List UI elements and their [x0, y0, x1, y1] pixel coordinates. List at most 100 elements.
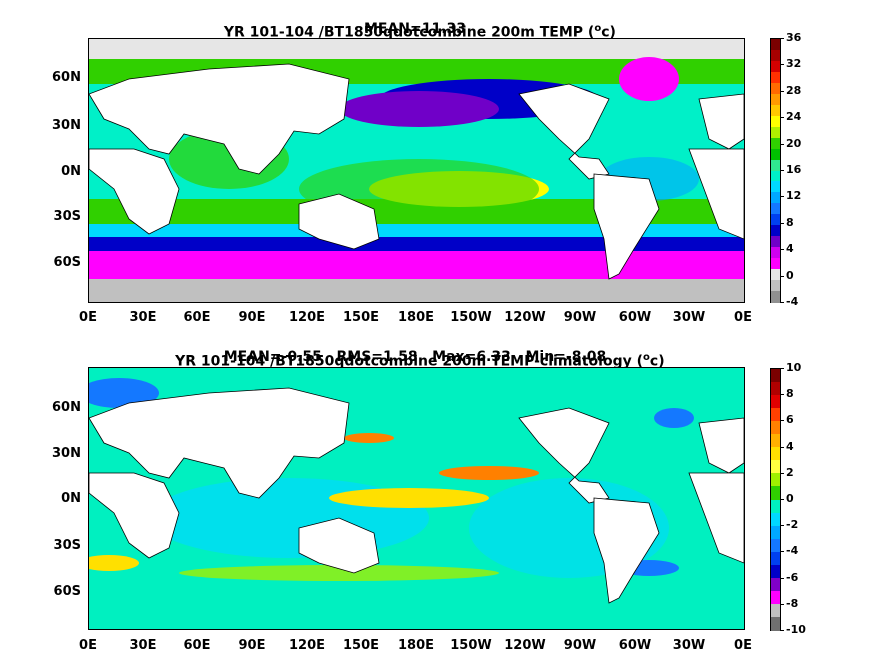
bottom-title-degree: o	[643, 352, 650, 363]
top-lon-label: 90E	[238, 310, 266, 325]
bottom-colorbar-label: -10	[786, 623, 806, 636]
bottom-colorbar-label: 2	[786, 465, 794, 479]
top-colorbar-tick	[780, 90, 784, 92]
top-map	[88, 38, 745, 303]
bottom-lon-label: 0E	[79, 638, 97, 653]
bottom-colorbar-label: -8	[786, 596, 799, 610]
bottom-colorbar-segment	[771, 460, 780, 474]
bottom-colorbar-tick	[780, 420, 784, 422]
top-colorbar-segment	[771, 39, 780, 51]
top-colorbar-segment	[771, 170, 780, 183]
top-colorbar-segment	[771, 148, 780, 161]
bottom-lon-label: 60E	[183, 638, 211, 653]
top-colorbar-label: 28	[786, 83, 802, 97]
top-colorbar-segment	[771, 71, 780, 84]
bottom-colorbar-segment	[771, 577, 780, 592]
top-colorbar-label: 32	[786, 57, 802, 71]
top-colorbar-segment	[771, 137, 780, 150]
top-lon-label: 0E	[79, 310, 97, 325]
top-colorbar-tick	[780, 38, 784, 39]
bottom-colorbar-segment	[771, 590, 780, 605]
top-colorbar-segment	[771, 60, 780, 73]
bottom-colorbar-segment	[771, 486, 780, 501]
bottom-lon-label: 150W	[450, 638, 492, 653]
top-map-title: YR 101-104 /BT1850qdotcombine 200m TEMP …	[0, 3, 830, 42]
top-colorbar-label: 4	[786, 242, 794, 256]
bottom-colorbar-label: 6	[786, 413, 794, 427]
top-map-stats: MEAN=11.33	[363, 21, 467, 37]
bottom-colorbar-segment	[771, 447, 780, 461]
bottom-colorbar-tick	[780, 394, 784, 396]
top-colorbar-segment	[771, 269, 780, 281]
bottom-lon-label: 90W	[563, 638, 597, 653]
bottom-colorbar-segment	[771, 382, 780, 396]
bottom-colorbar-segment	[771, 551, 780, 566]
top-colorbar-segment	[771, 291, 780, 303]
top-colorbar-segment	[771, 225, 780, 237]
top-colorbar-tick	[780, 222, 784, 224]
top-colorbar-segment	[771, 82, 780, 95]
top-colorbar-segment	[771, 159, 780, 172]
bottom-colorbar-segment	[771, 499, 780, 514]
bottom-colorbar-label: 8	[786, 387, 794, 401]
bottom-lon-label: 120E	[288, 638, 326, 653]
top-colorbar-segment	[771, 93, 780, 106]
top-colorbar-tick	[780, 64, 784, 66]
top-colorbar-label: -4	[786, 295, 799, 308]
top-title-degree: o	[594, 23, 602, 34]
top-lon-label: 150W	[450, 310, 492, 325]
top-lon-label: 0E	[734, 310, 752, 325]
bottom-colorbar-segment	[771, 434, 780, 448]
top-colorbar-label: 12	[786, 189, 802, 203]
top-colorbar-tick	[780, 117, 784, 119]
bottom-lon-label: 150E	[342, 638, 380, 653]
top-colorbar-label: 36	[786, 31, 802, 44]
top-lon-label: 120W	[504, 310, 546, 325]
bottom-colorbar	[770, 368, 781, 631]
top-lon-label: 120E	[288, 310, 326, 325]
top-colorbar-segment	[771, 181, 780, 193]
top-colorbar-tick	[780, 143, 784, 145]
bottom-colorbar-label: 10	[786, 361, 802, 374]
bottom-lon-label: 90E	[238, 638, 266, 653]
bottom-lon-label: 180E	[397, 638, 435, 653]
top-colorbar-tick	[780, 196, 784, 198]
bottom-map	[88, 367, 745, 630]
top-colorbar-tick	[780, 302, 784, 303]
bottom-colorbar-segment	[771, 512, 780, 527]
top-colorbar-segment	[771, 104, 780, 117]
bottom-colorbar-label: 0	[786, 492, 794, 505]
bottom-lat-label: 30S	[53, 538, 81, 553]
top-lon-label: 60W	[618, 310, 652, 325]
bottom-lat-label: 0N	[61, 491, 81, 506]
bottom-colorbar-label: -6	[786, 570, 799, 584]
top-lon-label: 90W	[563, 310, 597, 325]
bottom-colorbar-segment	[771, 369, 780, 383]
top-colorbar-segment	[771, 236, 780, 248]
bottom-colorbar-segment	[771, 408, 780, 422]
bottom-colorbar-segment	[771, 473, 780, 488]
bottom-colorbar-tick	[780, 603, 784, 605]
bottom-colorbar-segment	[771, 395, 780, 409]
top-colorbar-segment	[771, 258, 780, 270]
bottom-colorbar-label: 4	[786, 439, 794, 453]
top-colorbar-segment	[771, 126, 780, 139]
bottom-lon-label: 60W	[618, 638, 652, 653]
top-colorbar-segment	[771, 280, 780, 292]
top-colorbar-label: 0	[786, 268, 794, 282]
bottom-colorbar-tick	[780, 499, 784, 500]
top-colorbar-label: 16	[786, 163, 802, 176]
top-lon-label: 150E	[342, 310, 380, 325]
bottom-map-title: YR 101-104 /BT1850qdotcombine 200m TEMP-…	[0, 332, 830, 371]
top-colorbar-segment	[771, 247, 780, 259]
bottom-lon-label: 30E	[129, 638, 157, 653]
top-colorbar-segment	[771, 192, 780, 204]
top-lon-label: 180E	[397, 310, 435, 325]
top-colorbar-label: 24	[786, 110, 802, 124]
bottom-lat-label: 60S	[53, 584, 81, 599]
bottom-map-stats: MEAN=-0.55 RMS=1.58 Max=6.33 Min=-8.08	[223, 349, 607, 365]
top-colorbar-segment	[771, 115, 780, 128]
bottom-colorbar-tick	[780, 577, 784, 579]
bottom-colorbar-segment	[771, 616, 780, 631]
top-colorbar-tick	[780, 275, 784, 277]
